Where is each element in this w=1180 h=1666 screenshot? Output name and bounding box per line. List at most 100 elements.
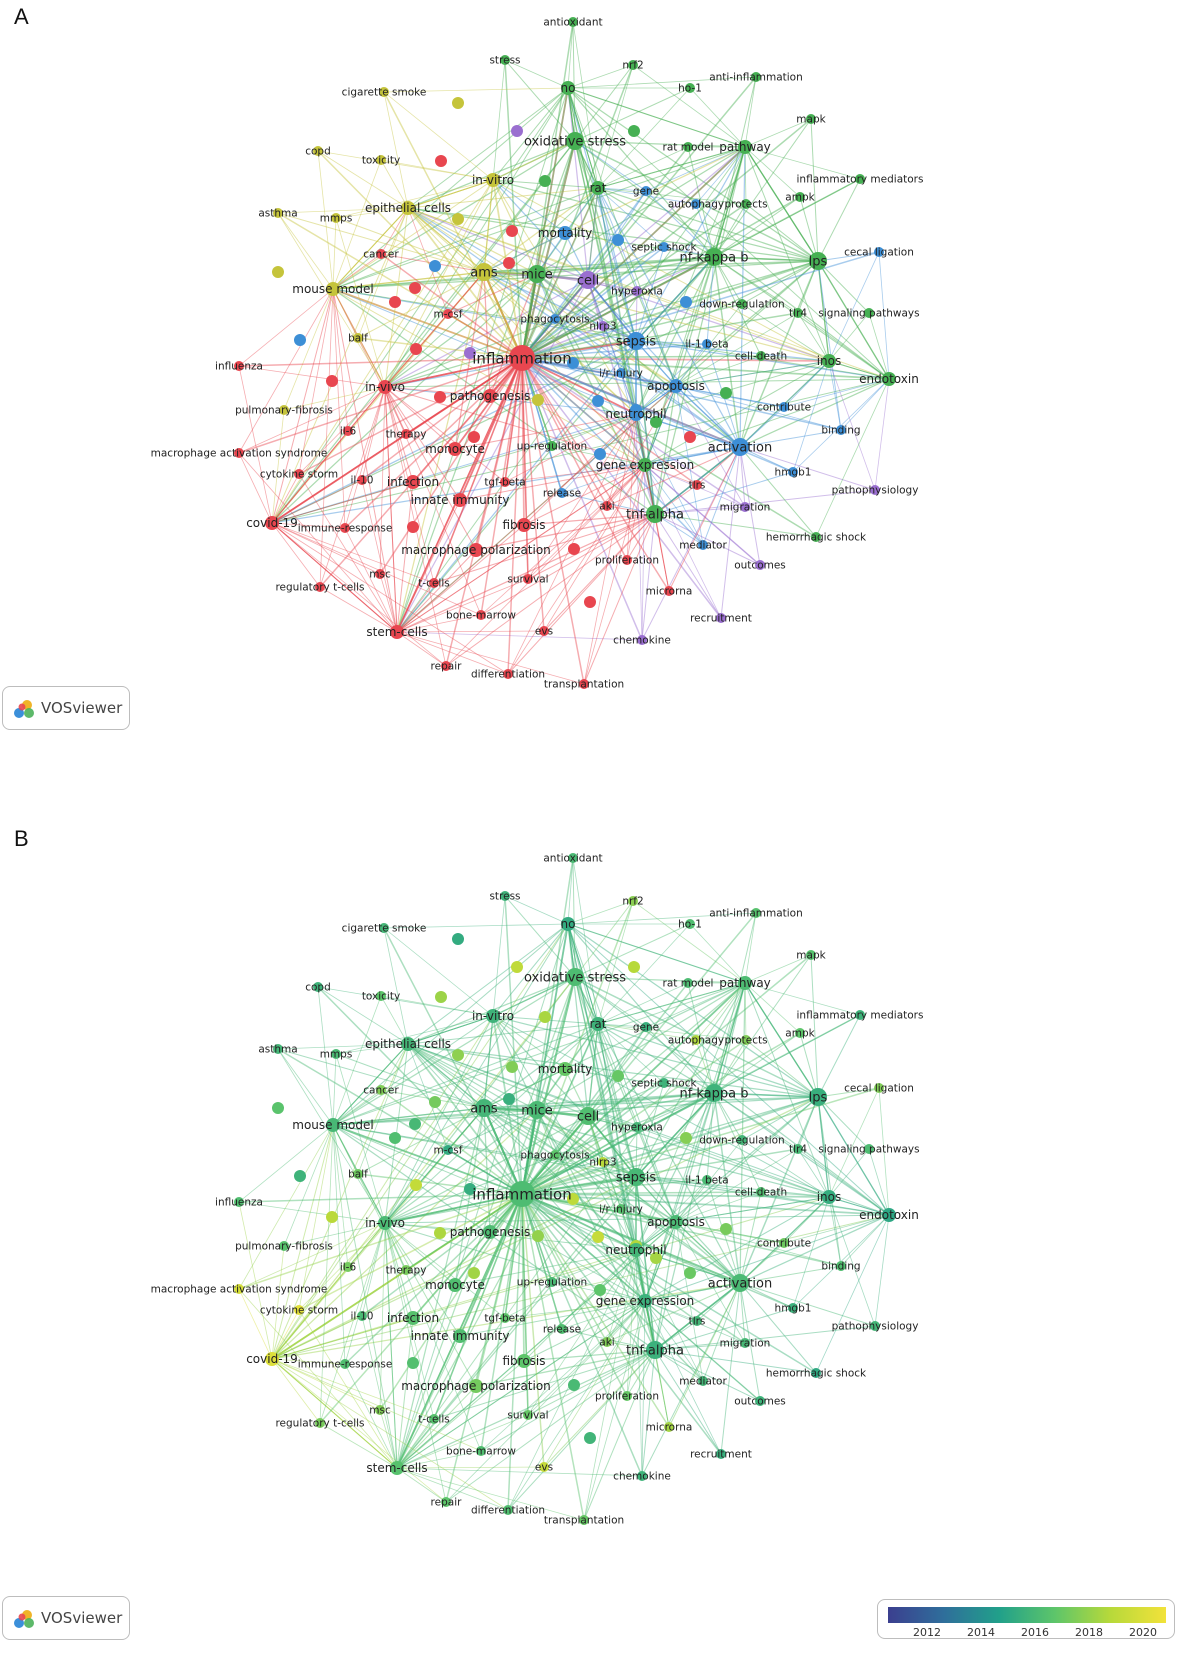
node-covid-19[interactable]: [265, 516, 279, 530]
node-monocyte[interactable]: [448, 1278, 462, 1292]
node-neutrophil[interactable]: [629, 1243, 643, 1257]
unlabeled-node[interactable]: [294, 1170, 306, 1182]
node-pathway[interactable]: [738, 140, 752, 154]
unlabeled-node[interactable]: [503, 257, 515, 269]
node-il-10[interactable]: [357, 475, 367, 485]
node-monocyte[interactable]: [448, 442, 462, 456]
unlabeled-node[interactable]: [684, 1267, 696, 1279]
node-microrna[interactable]: [664, 586, 674, 596]
node-transplantation[interactable]: [579, 679, 589, 689]
unlabeled-node[interactable]: [650, 416, 662, 428]
unlabeled-node[interactable]: [650, 1252, 662, 1264]
node-balf[interactable]: [353, 333, 363, 343]
node-macrophage-activation-syndrome[interactable]: [234, 1284, 244, 1294]
node-in-vivo[interactable]: [378, 380, 392, 394]
unlabeled-node[interactable]: [429, 260, 441, 272]
node-hmgb1[interactable]: [788, 1303, 798, 1313]
node-anti-inflammation[interactable]: [751, 908, 761, 918]
node-migration[interactable]: [740, 1338, 750, 1348]
unlabeled-node[interactable]: [434, 391, 446, 403]
node-balf[interactable]: [353, 1169, 363, 1179]
node-toxicity[interactable]: [376, 991, 386, 1001]
unlabeled-node[interactable]: [435, 155, 447, 167]
node-nrf2[interactable]: [628, 60, 638, 70]
node-apoptosis[interactable]: [669, 379, 683, 393]
unlabeled-node[interactable]: [407, 521, 419, 533]
unlabeled-node[interactable]: [539, 175, 551, 187]
node-hmgb1[interactable]: [788, 467, 798, 477]
node-ampk[interactable]: [795, 192, 805, 202]
unlabeled-node[interactable]: [452, 933, 464, 945]
node-mapk[interactable]: [806, 950, 816, 960]
node-therapy[interactable]: [401, 1265, 411, 1275]
node-activation[interactable]: [731, 1274, 749, 1292]
node-activation[interactable]: [731, 438, 749, 456]
node-ams[interactable]: [475, 263, 493, 281]
node-down-regulation[interactable]: [737, 299, 747, 309]
node-down-regulation[interactable]: [737, 1135, 747, 1145]
unlabeled-node[interactable]: [584, 596, 596, 608]
node-contribute[interactable]: [779, 1238, 789, 1248]
node-epithelial-cells[interactable]: [401, 1037, 415, 1051]
node-pulmonary-fibrosis[interactable]: [279, 1241, 289, 1251]
unlabeled-node[interactable]: [628, 125, 640, 137]
unlabeled-node[interactable]: [628, 961, 640, 973]
node-pathway[interactable]: [738, 976, 752, 990]
unlabeled-node[interactable]: [594, 1284, 606, 1296]
node-chemokine[interactable]: [637, 635, 647, 645]
node-stress[interactable]: [500, 55, 510, 65]
node-outcomes[interactable]: [755, 1396, 765, 1406]
unlabeled-node[interactable]: [567, 357, 579, 369]
node-nf-kappa-b[interactable]: [705, 248, 723, 266]
unlabeled-node[interactable]: [429, 1096, 441, 1108]
node-in-vitro[interactable]: [486, 173, 500, 187]
node-lps[interactable]: [809, 252, 827, 270]
node-immune-response[interactable]: [340, 523, 350, 533]
node-gene-expression[interactable]: [638, 458, 652, 472]
node-influenza[interactable]: [234, 1197, 244, 1207]
node-phagocytosis[interactable]: [550, 314, 560, 324]
unlabeled-node[interactable]: [594, 448, 606, 460]
node-antioxidant[interactable]: [568, 853, 578, 863]
node-gene[interactable]: [641, 1022, 651, 1032]
node-immune-response[interactable]: [340, 1359, 350, 1369]
node-nf-kappa-b[interactable]: [705, 1084, 723, 1102]
node-mice[interactable]: [528, 1101, 546, 1119]
node-i-r-injury[interactable]: [616, 1204, 626, 1214]
overlay-network-graph[interactable]: inflammation nf-kappa b lps mice cell ams acti…: [0, 836, 1180, 1556]
node-differentiation[interactable]: [503, 669, 513, 679]
node-mouse-model[interactable]: [326, 1118, 340, 1132]
node-bone-marrow[interactable]: [476, 610, 486, 620]
node-il-1-beta[interactable]: [702, 339, 712, 349]
node-gene[interactable]: [641, 186, 651, 196]
unlabeled-node[interactable]: [410, 343, 422, 355]
node-il-10[interactable]: [357, 1311, 367, 1321]
node-t-cells[interactable]: [429, 578, 439, 588]
node-macrophage-polarization[interactable]: [469, 543, 483, 557]
node-microrna[interactable]: [664, 1422, 674, 1432]
unlabeled-node[interactable]: [568, 543, 580, 555]
node-tnf-alpha[interactable]: [646, 505, 664, 523]
node-copd[interactable]: [313, 982, 323, 992]
node-transplantation[interactable]: [579, 1515, 589, 1525]
node-inflammatory-mediators[interactable]: [855, 174, 865, 184]
node-signaling-pathways[interactable]: [864, 308, 874, 318]
node-hemorrhagic-shock[interactable]: [811, 532, 821, 542]
node-asthma[interactable]: [273, 1044, 283, 1054]
node-proliferation[interactable]: [622, 555, 632, 565]
node-therapy[interactable]: [401, 429, 411, 439]
unlabeled-node[interactable]: [680, 296, 692, 308]
node-msc[interactable]: [375, 569, 385, 579]
unlabeled-node[interactable]: [452, 1049, 464, 1061]
node-m-csf[interactable]: [443, 1145, 453, 1155]
node-cell[interactable]: [579, 271, 597, 289]
node-covid-19[interactable]: [265, 1352, 279, 1366]
node-neutrophil[interactable]: [629, 407, 643, 421]
node-il-6[interactable]: [343, 426, 353, 436]
unlabeled-node[interactable]: [567, 1193, 579, 1205]
node-cigarette-smoke[interactable]: [379, 87, 389, 97]
node-oxidative-stress[interactable]: [566, 132, 584, 150]
node-mortality[interactable]: [558, 1062, 572, 1076]
node-cigarette-smoke[interactable]: [379, 923, 389, 933]
unlabeled-node[interactable]: [294, 334, 306, 346]
